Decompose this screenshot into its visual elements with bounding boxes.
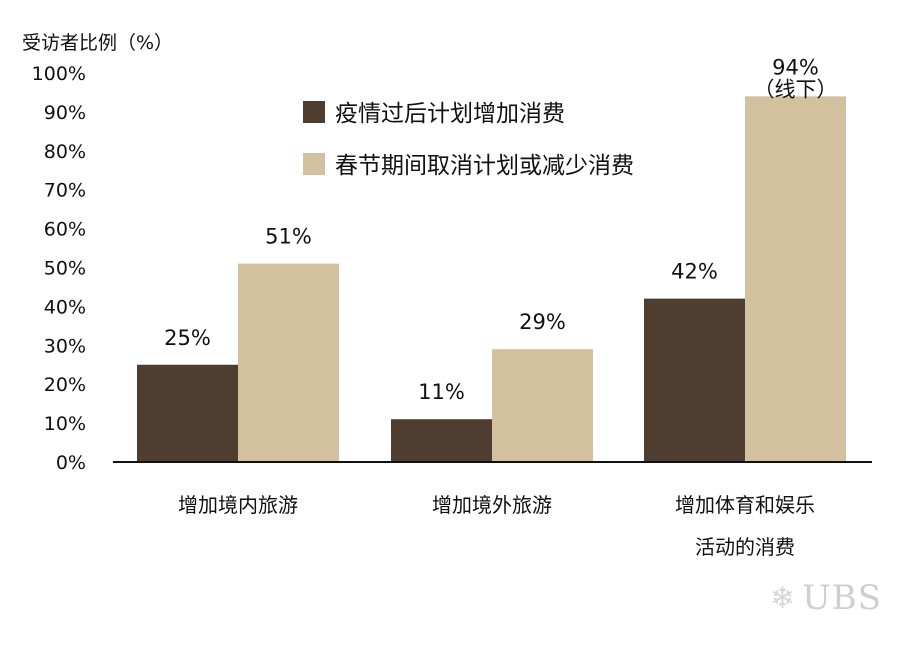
bar bbox=[137, 364, 238, 462]
bar bbox=[644, 298, 745, 462]
value-annotation: （线下） bbox=[754, 77, 838, 101]
bars bbox=[137, 96, 846, 462]
legend-label: 春节期间取消计划或减少消费 bbox=[335, 153, 634, 179]
value-label: 51% bbox=[265, 225, 312, 249]
y-axis-ticks: 0% 10% 20% 30% 40% 50% 60% 70% 80% 90% 100% bbox=[32, 63, 86, 474]
category-label: 增加境内旅游 bbox=[178, 493, 298, 517]
category-label: 增加境外旅游 bbox=[432, 493, 552, 517]
y-axis-title: 受访者比例（%） bbox=[22, 32, 173, 54]
value-label: 42% bbox=[671, 260, 718, 284]
value-label: 11% bbox=[418, 380, 465, 404]
category-label: 活动的消费 bbox=[695, 535, 795, 559]
legend-swatch bbox=[303, 153, 325, 175]
bar bbox=[492, 349, 593, 462]
keys-icon: ❄ bbox=[769, 580, 797, 616]
value-label: 25% bbox=[164, 326, 211, 350]
value-labels: 25% 11% 42% 51% 29% 94%（线下） bbox=[164, 55, 837, 404]
bar bbox=[238, 263, 339, 462]
y-tick-label: 10% bbox=[44, 413, 86, 435]
y-tick-label: 20% bbox=[44, 374, 86, 396]
watermark-text: UBS bbox=[802, 578, 882, 618]
bar bbox=[745, 96, 846, 462]
ubs-watermark: ❄ UBS bbox=[770, 578, 882, 618]
legend-swatch bbox=[303, 101, 325, 123]
bar bbox=[391, 419, 492, 462]
y-tick-label: 80% bbox=[44, 141, 86, 163]
y-tick-label: 50% bbox=[44, 258, 86, 280]
value-label: 94% bbox=[772, 55, 819, 79]
y-tick-label: 30% bbox=[44, 335, 86, 357]
category-label: 增加体育和娱乐 bbox=[675, 493, 815, 517]
value-label: 29% bbox=[519, 310, 566, 334]
legend-label: 疫情过后计划增加消费 bbox=[335, 101, 565, 127]
y-tick-label: 60% bbox=[44, 219, 86, 241]
y-tick-label: 0% bbox=[56, 452, 86, 474]
y-tick-label: 100% bbox=[32, 63, 86, 85]
y-tick-label: 40% bbox=[44, 296, 86, 318]
y-tick-label: 90% bbox=[44, 102, 86, 124]
y-tick-label: 70% bbox=[44, 180, 86, 202]
